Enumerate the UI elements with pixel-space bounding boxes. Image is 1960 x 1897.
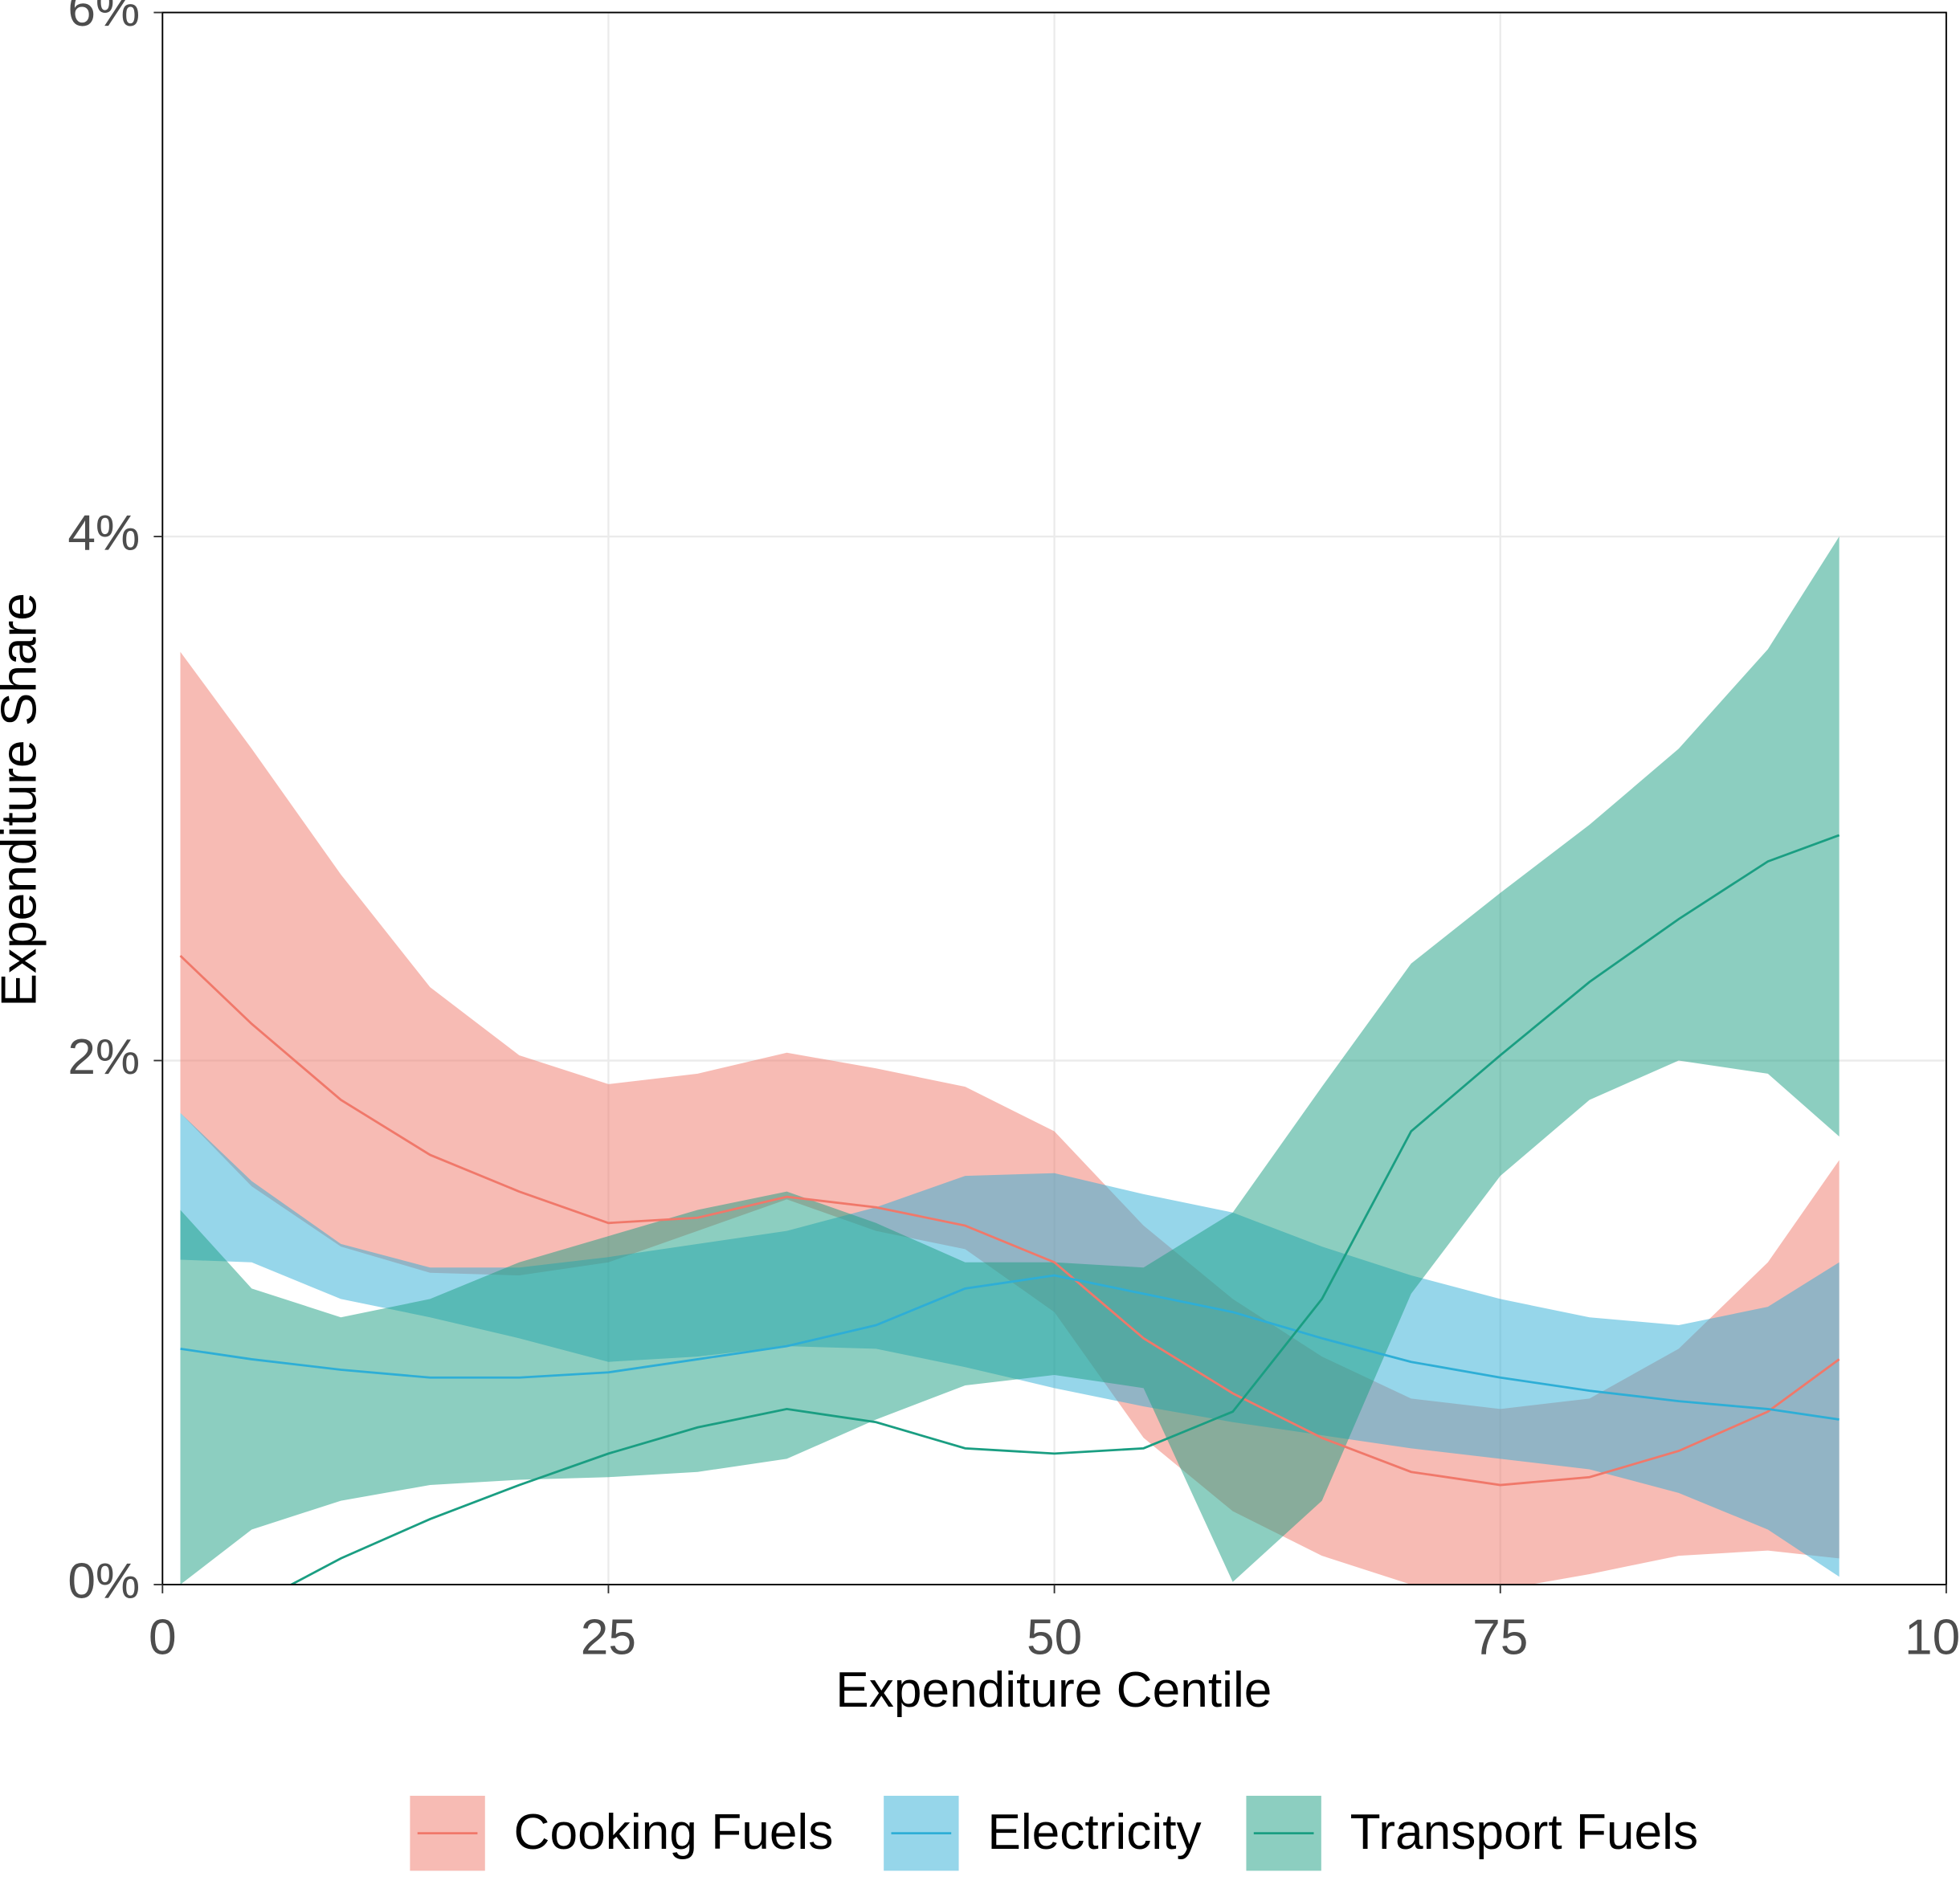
series-line xyxy=(288,834,1840,1585)
x-tick-label: 100 xyxy=(1905,1609,1960,1665)
confidence-band xyxy=(180,536,1840,1585)
bands xyxy=(180,536,1840,1585)
axes: 0% 2% 4% 6% 0 25 50 75 100 xyxy=(67,0,1960,1665)
y-tick-label: 0% xyxy=(67,1553,140,1609)
y-axis-title: Expenditure Share xyxy=(0,593,47,1006)
x-tick-label: 25 xyxy=(581,1609,636,1665)
y-tick-label: 2% xyxy=(67,1030,140,1085)
series-line xyxy=(180,1274,1840,1421)
x-axis-title: Expenditure Centile xyxy=(835,1662,1272,1718)
confidence-band xyxy=(180,651,1840,1585)
series-line xyxy=(179,955,1840,1487)
legend: Cooking Fuels Electricity Transport Fuels xyxy=(410,1795,1699,1871)
x-tick-label: 50 xyxy=(1027,1609,1082,1665)
y-tick-label: 6% xyxy=(67,0,140,37)
lines xyxy=(179,834,1840,1585)
legend-label: Electricity xyxy=(987,1805,1201,1860)
legend-label: Transport Fuels xyxy=(1350,1805,1699,1860)
legend-label: Cooking Fuels xyxy=(514,1805,834,1860)
y-tick-label: 4% xyxy=(67,505,140,561)
x-tick-label: 0 xyxy=(149,1609,177,1665)
x-tick-label: 75 xyxy=(1472,1609,1528,1665)
